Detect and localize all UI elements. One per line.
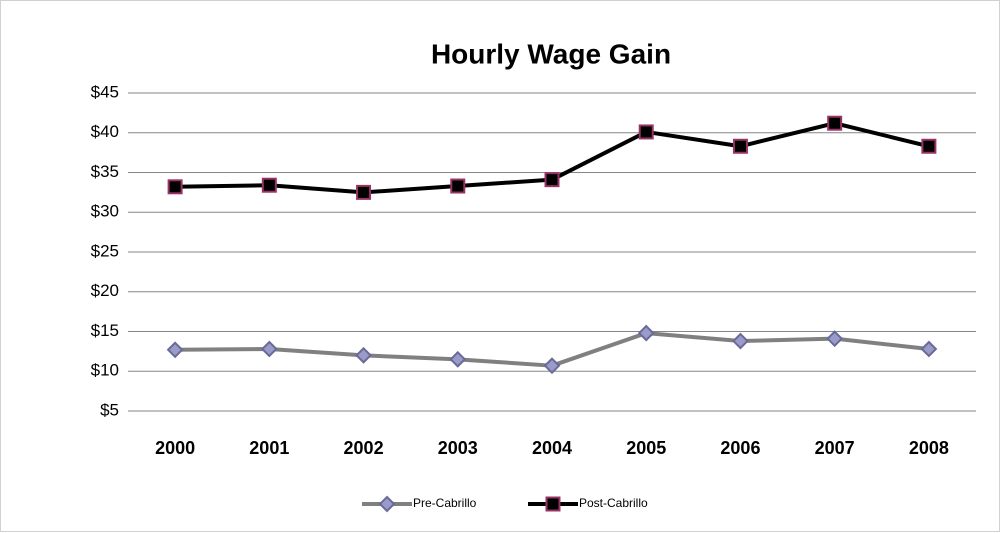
data-point [260,340,278,358]
data-point [261,177,277,193]
data-point [732,138,748,154]
data-point [356,184,372,200]
data-point [921,138,937,154]
data-point [167,179,183,195]
y-tick-label: $45 [91,82,119,101]
data-point [637,324,655,342]
x-tick-label: 2007 [815,438,855,458]
legend-label: Post-Cabrillo [579,496,648,510]
y-tick-label: $10 [91,361,119,380]
data-point [827,115,843,131]
legend-marker [378,495,396,513]
data-point [449,350,467,368]
x-tick-label: 2000 [155,438,195,458]
data-point [920,340,938,358]
legend-label: Pre-Cabrillo [413,496,477,510]
data-point [544,172,560,188]
data-point [543,357,561,375]
data-point [638,124,654,140]
data-point [166,341,184,359]
x-tick-label: 2005 [626,438,666,458]
y-tick-label: $15 [91,321,119,340]
data-point [826,330,844,348]
y-tick-label: $35 [91,162,119,181]
x-tick-label: 2003 [438,438,478,458]
x-tick-label: 2008 [909,438,949,458]
y-tick-label: $25 [91,241,119,260]
data-point [732,332,749,350]
x-tick-label: 2002 [344,438,384,458]
data-point [450,178,466,194]
data-point [355,346,372,364]
x-tick-label: 2004 [532,438,572,458]
y-tick-label: $20 [91,281,119,300]
y-tick-label: $40 [91,122,119,141]
y-tick-label: $5 [100,400,119,419]
y-tick-label: $30 [91,202,119,221]
chart-title: Hourly Wage Gain [431,38,671,69]
x-tick-label: 2006 [720,438,760,458]
x-tick-label: 2001 [249,438,289,458]
legend-marker [545,496,561,512]
